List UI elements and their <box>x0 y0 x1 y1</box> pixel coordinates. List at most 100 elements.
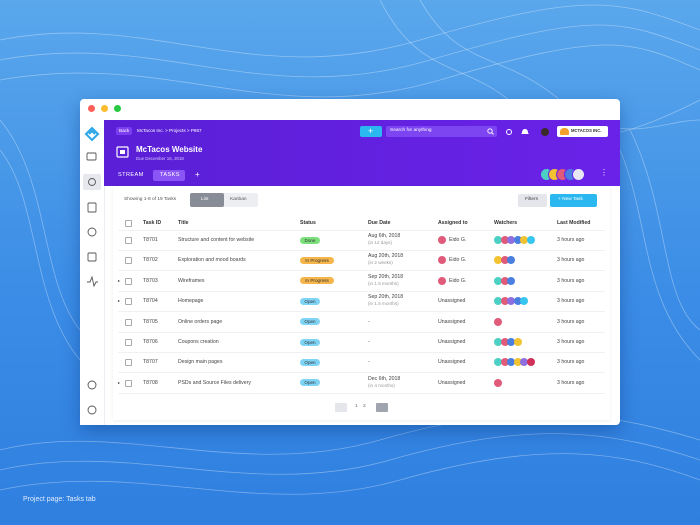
watcher-avatar[interactable] <box>507 276 515 285</box>
company-badge[interactable] <box>557 126 608 137</box>
status-pill[interactable]: Open <box>300 318 320 326</box>
status-pill[interactable]: Open <box>300 358 320 366</box>
close-dot[interactable] <box>88 105 95 112</box>
task-id: T8701 <box>143 237 158 243</box>
status-pill[interactable]: In Progress <box>300 277 334 285</box>
checkbox[interactable] <box>125 257 132 265</box>
view-option[interactable]: Kanban <box>230 197 247 202</box>
watcher-avatar[interactable] <box>500 297 509 306</box>
member-avatar[interactable] <box>572 168 585 181</box>
watcher-avatar[interactable] <box>494 276 502 285</box>
minimize-dot[interactable] <box>101 105 108 112</box>
tab-active-bg[interactable] <box>153 170 185 181</box>
task-title[interactable]: Structure and content for website <box>178 237 255 243</box>
nav-icon[interactable] <box>87 202 97 213</box>
assignee-avatar[interactable] <box>438 276 446 285</box>
new-task-button[interactable] <box>550 194 597 207</box>
settings-icon[interactable] <box>87 380 97 390</box>
watcher-avatar[interactable] <box>513 338 522 346</box>
view-option[interactable]: List <box>201 197 209 202</box>
watcher-avatar[interactable] <box>494 338 502 346</box>
watcher-avatar[interactable] <box>500 338 509 346</box>
watcher-avatar[interactable] <box>500 276 509 285</box>
next-button[interactable] <box>376 403 388 412</box>
user-avatar[interactable] <box>541 128 549 136</box>
more-menu[interactable]: ⋮ <box>600 168 608 177</box>
task-title[interactable]: Design main pages <box>178 359 223 366</box>
status-pill[interactable]: In Progress <box>300 256 334 264</box>
task-title[interactable]: Homepage <box>178 298 204 305</box>
nav-icon[interactable] <box>87 275 98 288</box>
checkbox[interactable] <box>125 298 132 306</box>
task-title[interactable]: Coupons creation <box>178 339 219 345</box>
prev-button[interactable] <box>335 403 347 412</box>
back-button[interactable] <box>116 127 132 135</box>
page-number[interactable]: 2 <box>363 404 366 409</box>
watcher-avatar[interactable] <box>520 358 528 367</box>
watcher-avatar[interactable] <box>494 236 502 244</box>
checkbox[interactable] <box>125 339 132 346</box>
watcher-avatar[interactable] <box>513 297 522 306</box>
watcher-avatar[interactable] <box>494 317 502 326</box>
task-id: T8702 <box>143 257 158 264</box>
checkbox[interactable] <box>125 379 132 387</box>
filters-button[interactable] <box>518 194 547 207</box>
tab[interactable]: + <box>195 170 201 179</box>
bell-icon[interactable] <box>521 129 529 134</box>
watcher-avatar[interactable] <box>507 236 515 244</box>
status-pill[interactable]: Open <box>300 379 320 387</box>
watcher-avatar[interactable] <box>520 297 528 306</box>
task-id: T8705 <box>143 318 158 325</box>
add-button[interactable] <box>360 126 382 137</box>
watcher-avatar[interactable] <box>513 358 522 367</box>
watcher-avatar[interactable] <box>507 358 515 367</box>
nav-icon[interactable] <box>86 152 97 161</box>
checkbox[interactable] <box>125 220 132 227</box>
expand-arrow[interactable]: ▸ <box>118 298 121 304</box>
task-title[interactable]: Online orders page <box>178 318 223 325</box>
assignee: Eido G. <box>449 237 467 243</box>
tab[interactable]: STREAM <box>118 172 144 178</box>
search-box[interactable] <box>386 126 497 137</box>
status-pill[interactable]: Open <box>300 338 320 346</box>
checkbox[interactable] <box>125 277 132 285</box>
expand-arrow[interactable]: ▸ <box>118 379 121 385</box>
checkbox[interactable] <box>125 237 132 244</box>
nav-icon[interactable] <box>87 252 97 262</box>
assignee-avatar[interactable] <box>438 256 446 265</box>
watcher-avatar[interactable] <box>494 358 502 367</box>
watcher-avatar[interactable] <box>507 256 515 265</box>
help-icon[interactable] <box>87 405 97 415</box>
watcher-avatar[interactable] <box>500 236 509 244</box>
watcher-avatar[interactable] <box>500 256 509 265</box>
expand-arrow[interactable]: ▸ <box>118 277 121 283</box>
watcher-avatar[interactable] <box>513 236 522 244</box>
task-title[interactable]: Exploration and mood boards <box>178 257 246 264</box>
nav-icon[interactable] <box>87 227 97 237</box>
logo[interactable] <box>84 126 100 142</box>
status-pill[interactable]: Done <box>300 236 320 244</box>
watcher-avatar[interactable] <box>494 378 502 387</box>
watcher-avatar[interactable] <box>494 256 502 265</box>
settings-icon[interactable] <box>506 129 512 135</box>
page-number[interactable]: 1 <box>355 404 358 409</box>
watcher-avatar[interactable] <box>526 236 535 244</box>
watcher-avatar[interactable] <box>526 358 535 367</box>
watcher-avatar[interactable] <box>494 297 502 306</box>
tab[interactable]: TASKS <box>160 172 180 178</box>
watcher-avatar[interactable] <box>507 338 515 346</box>
maximize-dot[interactable] <box>114 105 121 112</box>
due-note: (in 1.5 months) <box>368 280 399 286</box>
watcher-avatar[interactable] <box>520 236 528 244</box>
watcher-avatar[interactable] <box>500 358 509 367</box>
checkbox[interactable] <box>125 318 132 326</box>
task-title[interactable]: Wireframes <box>178 277 205 284</box>
nav-icon[interactable] <box>88 178 96 186</box>
assignee-avatar[interactable] <box>438 236 446 244</box>
company-logo <box>560 128 569 135</box>
view-active-bg[interactable] <box>190 193 224 207</box>
checkbox[interactable] <box>125 359 132 367</box>
status-pill[interactable]: Open <box>300 297 320 305</box>
task-title[interactable]: PSDs and Source Files delivery <box>178 379 251 386</box>
watcher-avatar[interactable] <box>507 297 515 306</box>
